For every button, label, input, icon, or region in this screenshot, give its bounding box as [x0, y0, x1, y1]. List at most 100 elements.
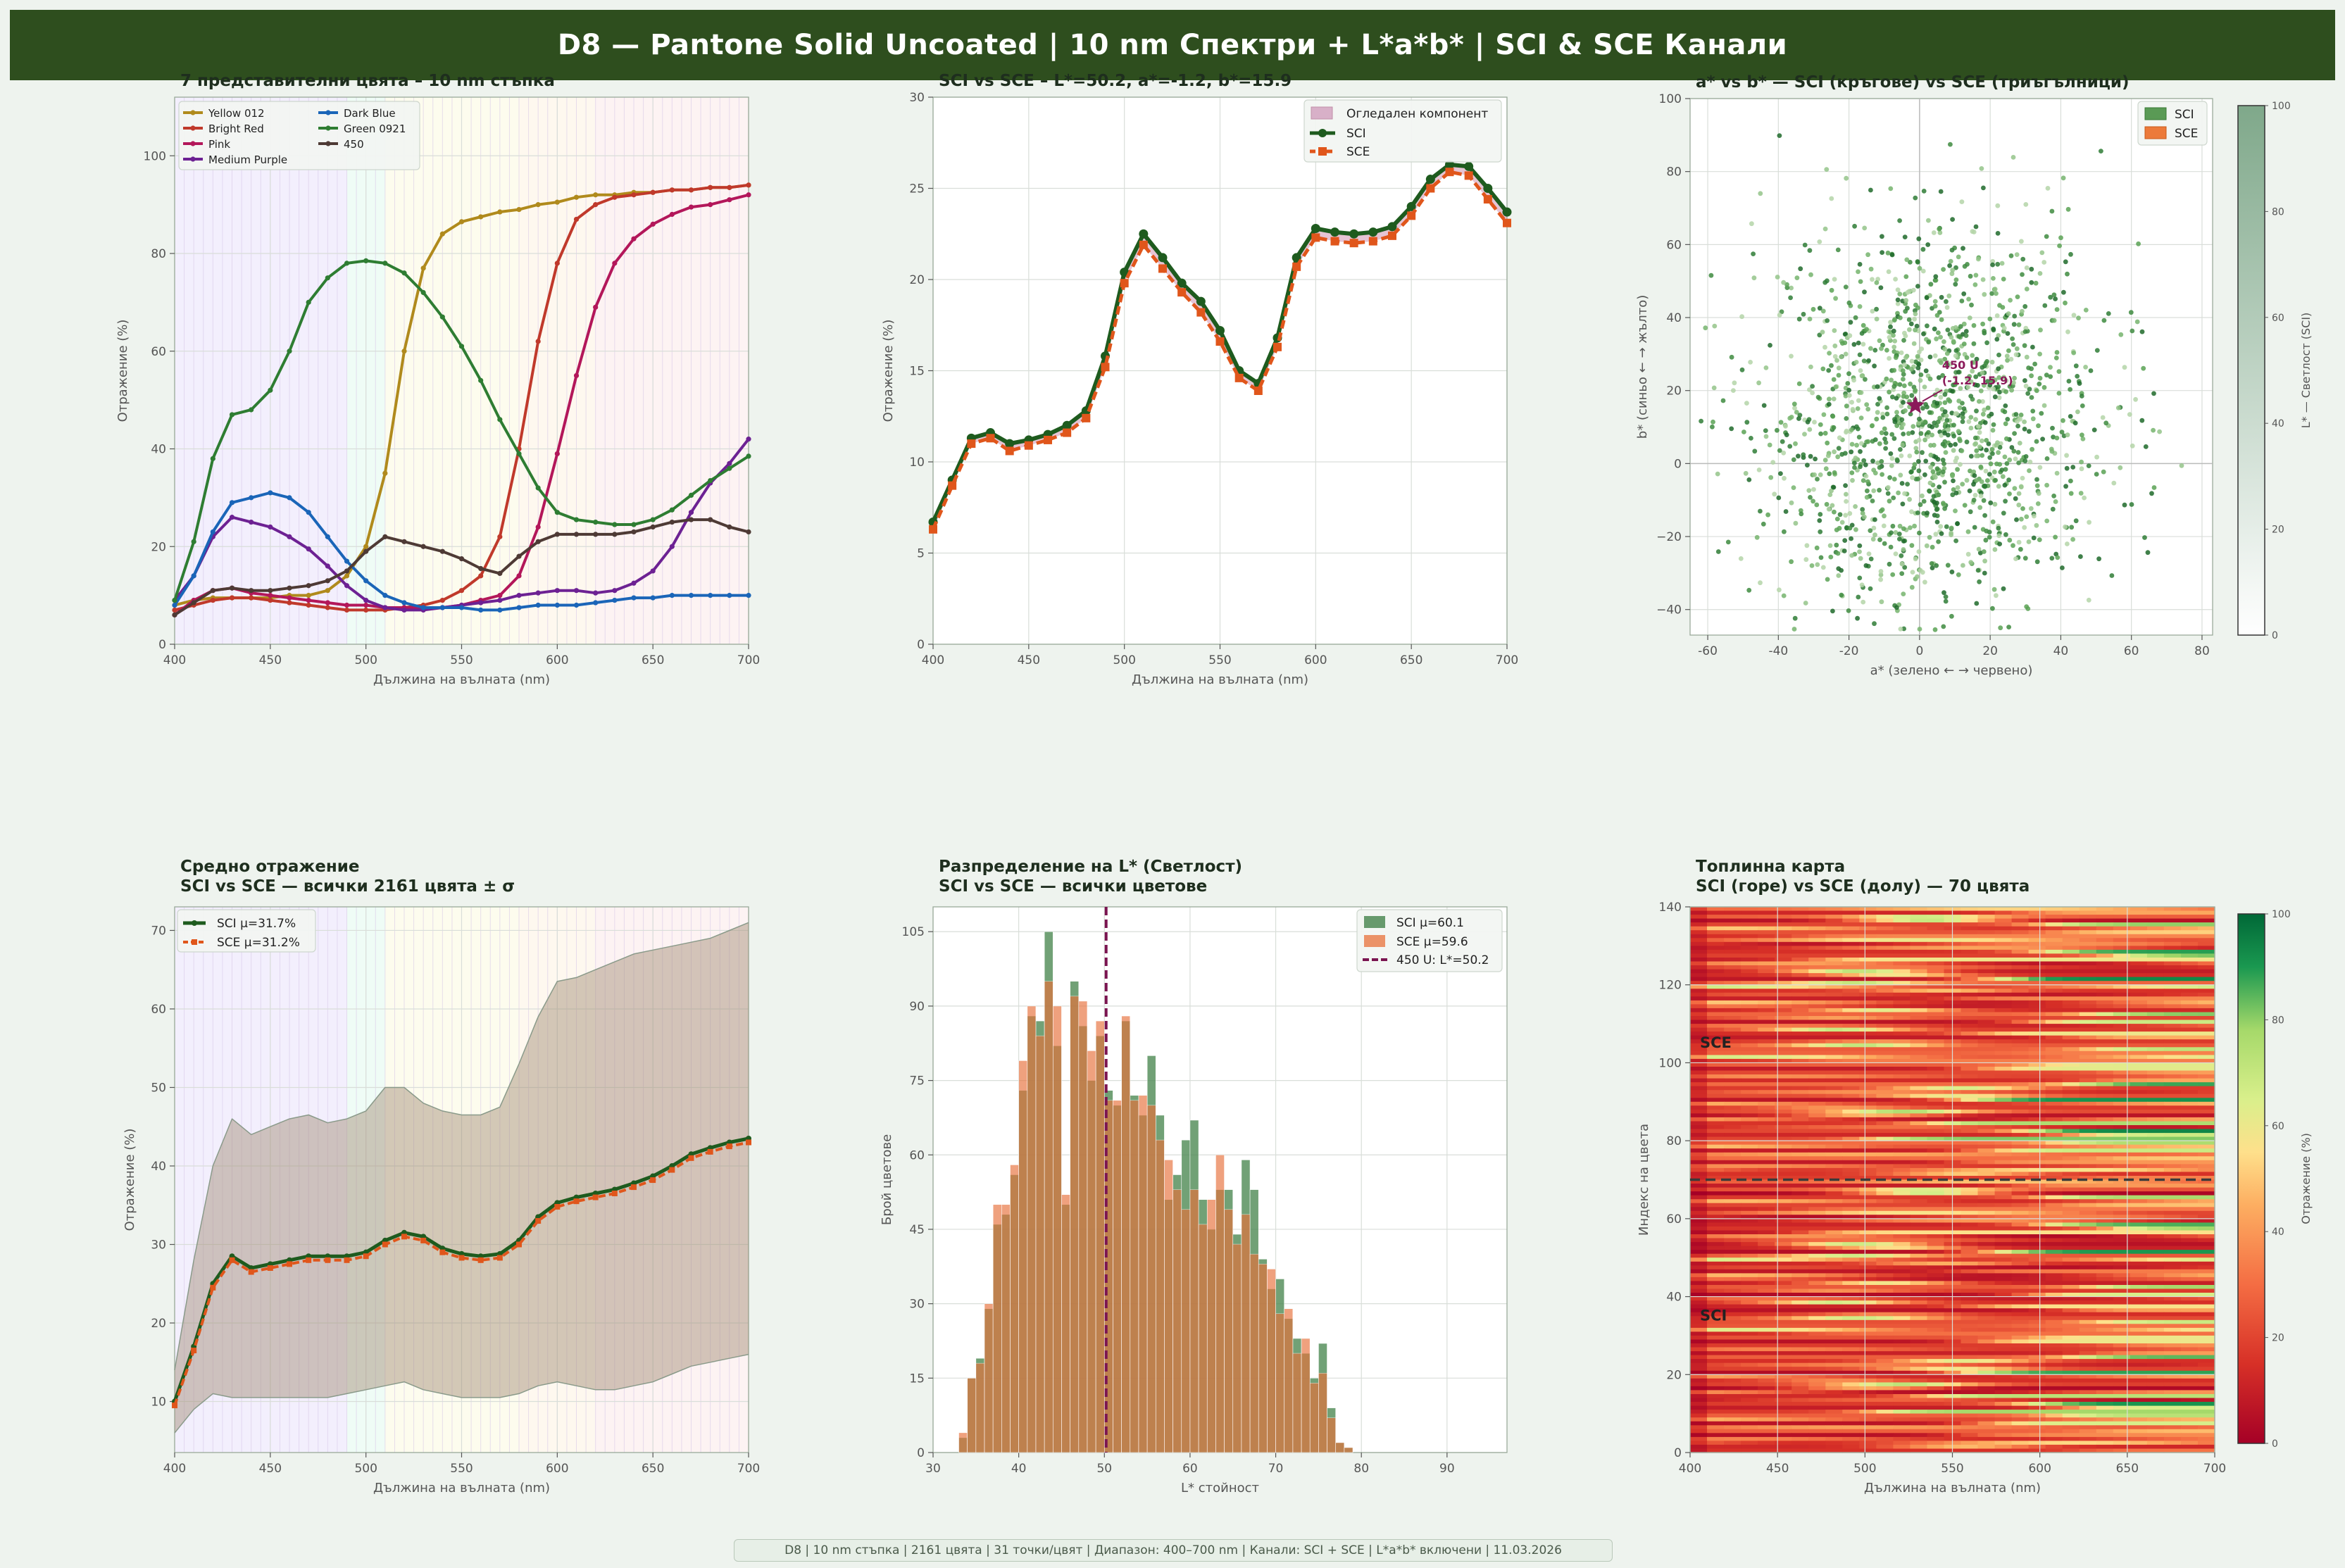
heatmap-cell [1994, 1035, 2013, 1040]
data-point [363, 597, 369, 603]
sci-point [1916, 362, 1922, 367]
heatmap-cell [1791, 922, 1809, 927]
data-point [306, 602, 311, 608]
heatmap-cell [2011, 1121, 2030, 1126]
heatmap-cell [2062, 1230, 2080, 1235]
heatmap-cell [1994, 1113, 2013, 1118]
heatmap-cell [2096, 1203, 2114, 1208]
heatmap-cell [1961, 1207, 1979, 1212]
heatmap-cell [1791, 1176, 1809, 1181]
sci-point [1980, 453, 1985, 458]
heatmap-cell [1724, 1067, 1741, 1072]
heatmap-cell [1994, 969, 2013, 974]
heatmap-cell [2180, 1047, 2199, 1052]
heatmap-cell [2180, 1027, 2199, 1032]
heatmap-cell [1977, 961, 1996, 966]
heatmap-cell [2198, 1024, 2215, 1029]
heatmap-cell [1927, 1101, 1945, 1106]
sci-point [1843, 451, 1848, 456]
sci-point [2033, 280, 2039, 286]
heatmap-cell [2146, 1035, 2165, 1040]
sci-point [2016, 539, 2022, 545]
sci-point [1922, 419, 1928, 425]
heatmap-cell [1808, 941, 1826, 946]
heatmap-cell [1910, 1234, 1927, 1239]
heatmap-cell [1893, 969, 1911, 974]
heatmap-cell [2113, 1148, 2131, 1153]
legend-label: SCI μ=31.7% [217, 917, 296, 931]
y-tick-label: 100 [144, 149, 166, 163]
x-tick-label: 60 [2124, 644, 2139, 658]
sci-point [1956, 429, 1961, 434]
heatmap-cell [2079, 1195, 2097, 1200]
heatmap-cell [1724, 1008, 1741, 1012]
heatmap-cell [1808, 1230, 1826, 1235]
heatmap-cell [1808, 1093, 1826, 1098]
sci-point [1837, 525, 1842, 531]
heatmap-cell [2045, 1027, 2063, 1032]
heatmap-cell [2130, 1086, 2148, 1091]
data-point [344, 261, 350, 266]
heatmap-cell [1893, 1050, 1911, 1055]
sci-point [1930, 544, 1935, 550]
heatmap-cell [1876, 1078, 1894, 1083]
heatmap-cell [1825, 1047, 1843, 1052]
data-point [210, 597, 215, 603]
heatmap-cell [1758, 1133, 1775, 1138]
heatmap-cell [1994, 907, 2013, 912]
heatmap-cell [1791, 1031, 1809, 1036]
x-tick-label: 80 [1353, 1462, 1369, 1476]
sci-point [1743, 470, 1749, 476]
sci-point [1861, 599, 1866, 605]
sce-bar [1035, 1035, 1045, 1453]
sci-point [2012, 313, 2018, 319]
heatmap-cell [1741, 1093, 1758, 1098]
sci-point [1889, 432, 1895, 437]
heatmap-cell [2011, 918, 2030, 923]
sci-point [1953, 265, 1958, 270]
heatmap-cell [1859, 1136, 1877, 1141]
heatmap-cell [2045, 949, 2063, 954]
heatmap-cell [1961, 1199, 1979, 1204]
heatmap-cell [1961, 981, 1979, 986]
heatmap-cell [1977, 1156, 1996, 1161]
sci-point [1953, 353, 1958, 358]
heatmap-cell [2062, 1024, 2080, 1029]
heatmap-cell [1977, 1098, 1996, 1103]
heatmap-cell [1775, 926, 1792, 931]
heatmap-cell [2180, 1230, 2199, 1235]
heatmap-cell [1825, 1226, 1843, 1231]
sci-point [1894, 410, 1899, 415]
heatmap-cell [1791, 1070, 1809, 1075]
heatmap-cell [2113, 938, 2131, 943]
heatmap-cell [1910, 1148, 1927, 1153]
heatmap-cell [1758, 938, 1775, 943]
sci-point [1811, 498, 1816, 504]
heatmap-cell [2045, 918, 2063, 923]
heatmap-cell [2096, 1195, 2114, 1200]
sci-point [1875, 384, 1880, 389]
sce-point [1082, 413, 1091, 422]
heatmap-cell [1842, 1050, 1860, 1055]
heatmap-cell [1808, 958, 1826, 962]
heatmap-cell [1893, 1024, 1911, 1029]
heatmap-cell [2113, 910, 2131, 915]
heatmap-cell [1842, 1039, 1860, 1044]
heatmap-cell [1842, 1152, 1860, 1157]
sci-point [2051, 434, 2056, 440]
heatmap-cell [1825, 926, 1843, 931]
heatmap-cell [1707, 1039, 1725, 1044]
sci-point [1852, 460, 1857, 465]
heatmap-cell [2113, 930, 2131, 935]
heatmap-cell [1707, 1109, 1725, 1114]
sci-point [1699, 418, 1704, 424]
sci-point [1828, 554, 1834, 560]
sci-point [1903, 355, 1908, 360]
heatmap-cell [2198, 1136, 2215, 1141]
x-tick-label: 550 [450, 653, 473, 667]
sci-point [1965, 377, 1970, 382]
heatmap-cell [1859, 1062, 1877, 1067]
heatmap-cell [2028, 1164, 2046, 1169]
sci-point [1934, 313, 1940, 318]
heatmap-cell [2079, 1067, 2097, 1072]
